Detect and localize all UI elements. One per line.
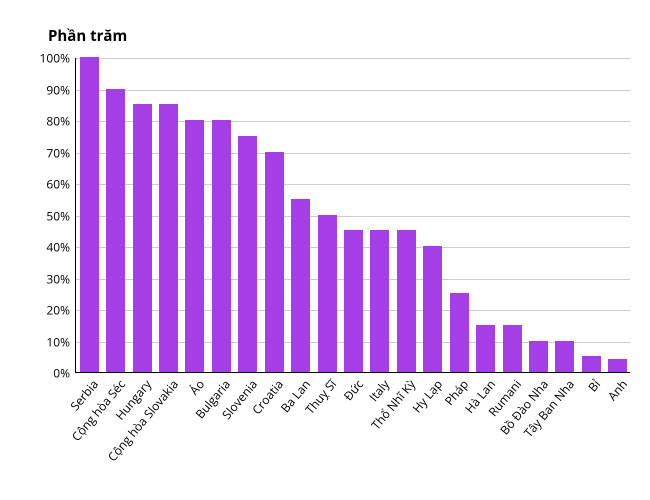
y-tick-label: 80% xyxy=(46,113,76,130)
y-tick-label: 60% xyxy=(46,176,76,193)
y-tick-label: 0% xyxy=(53,365,76,382)
bar xyxy=(582,356,601,372)
bar xyxy=(370,230,389,372)
y-tick-label: 50% xyxy=(46,207,76,224)
y-tick-label: 40% xyxy=(46,239,76,256)
y-tick-label: 20% xyxy=(46,302,76,319)
bar xyxy=(476,325,495,372)
bar xyxy=(80,57,99,372)
x-tick-label: Anh xyxy=(603,376,630,404)
bar-chart: Phần trăm SerbiaCộng hòa SécHungaryCộng … xyxy=(0,0,650,500)
bar xyxy=(423,246,442,372)
bar xyxy=(291,199,310,372)
bar xyxy=(106,89,125,373)
bar xyxy=(212,120,231,372)
plot-area: SerbiaCộng hòa SécHungaryCộng hòa Slovak… xyxy=(75,58,630,373)
y-tick-label: 10% xyxy=(46,333,76,350)
bar xyxy=(529,341,548,373)
bar xyxy=(238,136,257,372)
y-tick-label: 30% xyxy=(46,270,76,287)
bar xyxy=(265,152,284,373)
bar xyxy=(133,104,152,372)
bar xyxy=(608,359,627,372)
bar xyxy=(318,215,337,373)
bar xyxy=(185,120,204,372)
y-tick-label: 90% xyxy=(46,81,76,98)
x-tick-label: Bỉ xyxy=(584,376,604,395)
y-tick-label: 70% xyxy=(46,144,76,161)
bar xyxy=(397,230,416,372)
x-tick-label: Đức xyxy=(339,376,366,404)
bar xyxy=(503,325,522,372)
y-tick-label: 100% xyxy=(39,50,76,67)
chart-title: Phần trăm xyxy=(48,26,127,46)
bar xyxy=(450,293,469,372)
bar xyxy=(344,230,363,372)
bar xyxy=(555,341,574,373)
bar xyxy=(159,104,178,372)
bars-container xyxy=(76,58,630,372)
